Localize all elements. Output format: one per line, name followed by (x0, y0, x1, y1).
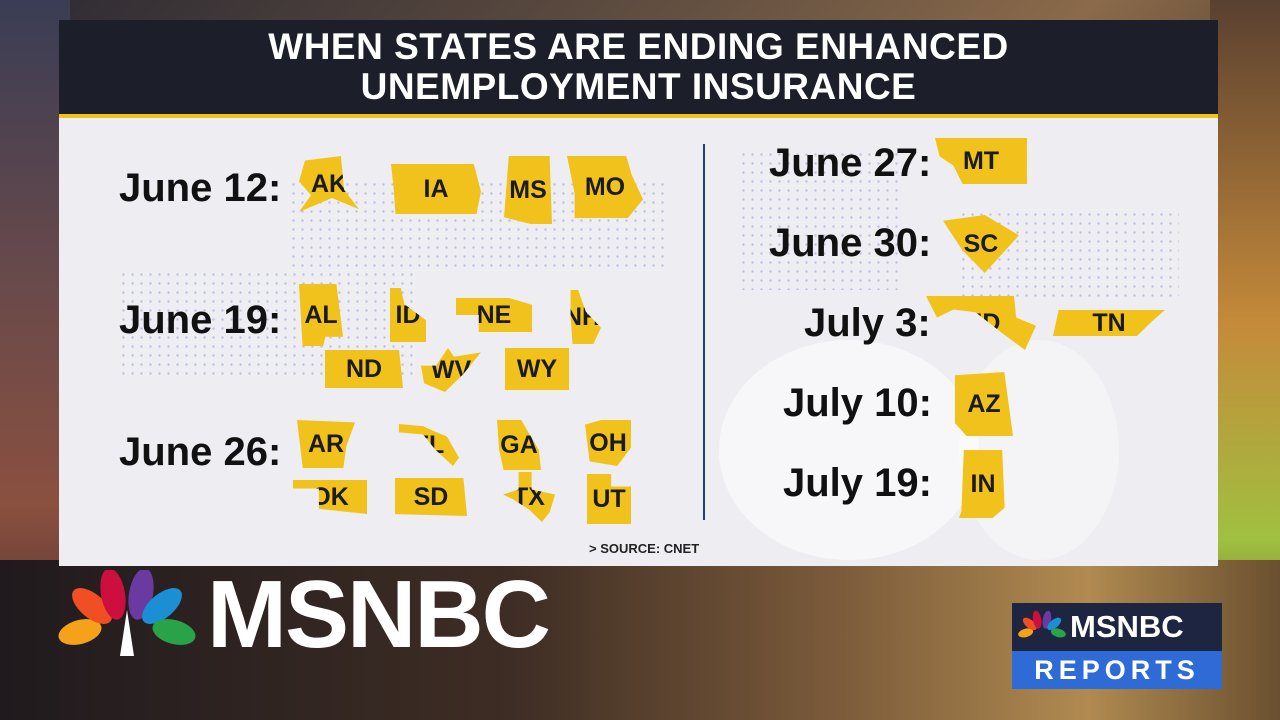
state-ar: AR (297, 420, 355, 468)
badge-brand: MSNBC (1070, 609, 1184, 644)
infographic-panel: WHEN STATES ARE ENDING ENHANCED UNEMPLOY… (59, 20, 1218, 566)
badge-show-name: REPORTS (1012, 651, 1222, 689)
date-label: July 19: (783, 461, 932, 505)
date-label: June 12: (119, 166, 282, 210)
msnbc-logo-text: MSNBC (207, 561, 551, 668)
state-wv: WV (421, 348, 481, 392)
column-divider (703, 144, 705, 520)
badge-peacock-icon (1018, 610, 1066, 638)
state-mt: MT (935, 138, 1027, 184)
date-label: June 26: (119, 430, 282, 474)
state-in: IN (959, 450, 1005, 518)
state-ut: UT (587, 474, 631, 524)
state-tn: TN (1053, 310, 1165, 336)
title-bar: WHEN STATES ARE ENDING ENHANCED UNEMPLOY… (59, 20, 1218, 118)
state-fl: FL (399, 424, 459, 466)
dot-pattern (739, 150, 899, 290)
state-ne: NE (456, 298, 532, 332)
msnbc-reports-badge: MSNBC REPORTS (1012, 603, 1222, 689)
date-label: July 3: (804, 301, 931, 345)
state-ia: IA (391, 164, 481, 214)
state-mo: MO (567, 156, 643, 218)
state-ms: MS (504, 156, 552, 224)
state-sd: SD (395, 478, 467, 516)
state-md: MD (926, 296, 1036, 350)
state-az: AZ (955, 372, 1013, 436)
page-title: WHEN STATES ARE ENDING ENHANCED UNEMPLOY… (268, 27, 1008, 107)
state-ok: OK (293, 480, 367, 514)
date-label: June 27: (769, 141, 932, 185)
decorative-swirl (719, 340, 979, 560)
state-nh: NH (570, 290, 601, 344)
date-label: June 30: (769, 221, 932, 265)
date-label: July 10: (783, 381, 932, 425)
date-label: June 19: (119, 298, 282, 342)
state-wy: WY (505, 348, 569, 390)
source-citation: > SOURCE: CNET (589, 541, 700, 556)
title-line-1: WHEN STATES ARE ENDING ENHANCED (268, 26, 1009, 67)
state-ga: GA (497, 420, 541, 470)
state-al: AL (299, 284, 343, 346)
state-tx: TX (503, 472, 555, 522)
state-oh: OH (585, 420, 631, 466)
title-line-2: UNEMPLOYMENT INSURANCE (360, 66, 917, 107)
peacock-logo-icon (58, 570, 196, 656)
state-nd: ND (325, 350, 403, 388)
badge-top: MSNBC (1012, 603, 1222, 651)
